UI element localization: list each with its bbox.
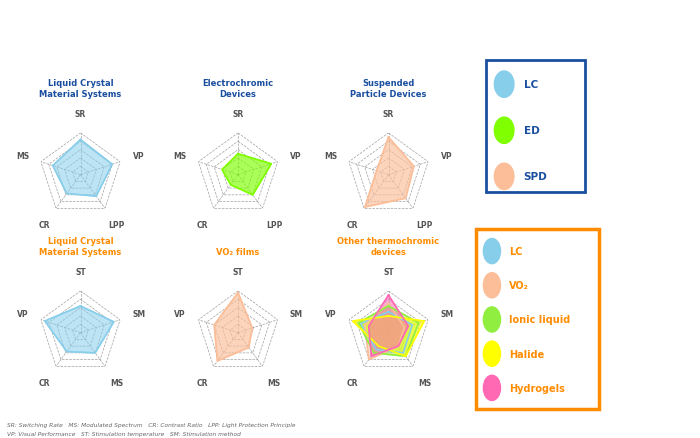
Polygon shape [52, 140, 112, 197]
Polygon shape [353, 316, 424, 357]
Circle shape [484, 307, 500, 332]
Text: Other thermochromic
devices: Other thermochromic devices [337, 236, 440, 256]
Polygon shape [45, 306, 114, 353]
Circle shape [494, 72, 514, 98]
Text: Ionic liquid: Ionic liquid [509, 315, 570, 325]
Text: VO₂ films: VO₂ films [216, 247, 260, 256]
FancyBboxPatch shape [476, 230, 598, 410]
Text: Halide: Halide [509, 349, 545, 359]
Polygon shape [222, 154, 272, 195]
Text: Electrochromic
Devices: Electrochromic Devices [202, 78, 274, 99]
Circle shape [484, 341, 500, 367]
Text: SPD: SPD [524, 172, 547, 182]
Text: Suspended
Particle Devices: Suspended Particle Devices [350, 78, 427, 99]
Polygon shape [369, 295, 408, 357]
Text: SR: Switching Rate   MS: Modulated Spectrum   CR: Contrast Ratio   LPP: Light Pr: SR: Switching Rate MS: Modulated Spectru… [7, 422, 295, 427]
Text: VP: Visual Performance   ST: Stimulation temperature   SM: Stimulation method: VP: Visual Performance ST: Stimulation t… [7, 431, 241, 436]
Circle shape [484, 273, 500, 298]
Circle shape [494, 164, 514, 190]
Text: LC: LC [524, 80, 538, 90]
Polygon shape [360, 312, 412, 353]
Polygon shape [365, 138, 414, 208]
Text: ED: ED [524, 126, 540, 136]
Text: Hydrogels: Hydrogels [509, 383, 565, 393]
Circle shape [484, 239, 500, 264]
Text: Liquid Crystal
Material Systems: Liquid Crystal Material Systems [39, 78, 122, 99]
Circle shape [494, 118, 514, 144]
Polygon shape [214, 293, 252, 361]
Text: VO₂: VO₂ [509, 281, 529, 290]
Circle shape [484, 375, 500, 400]
Polygon shape [358, 306, 419, 357]
Text: Liquid Crystal
Material Systems: Liquid Crystal Material Systems [39, 236, 122, 256]
Polygon shape [365, 304, 405, 360]
FancyBboxPatch shape [486, 61, 584, 193]
Text: LC: LC [509, 247, 523, 257]
